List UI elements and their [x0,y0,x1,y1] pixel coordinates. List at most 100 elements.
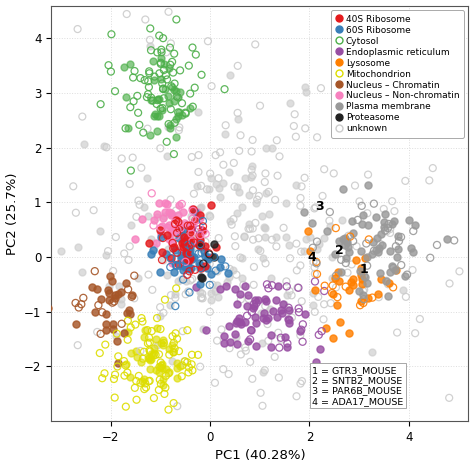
Point [172,207,180,214]
Point [293,393,301,400]
Point [272,297,280,304]
Point [173,285,180,292]
Point [257,309,264,317]
Point [211,287,219,294]
Point [202,327,210,334]
Point [388,263,396,270]
Point [345,243,352,250]
Point [403,271,411,278]
Point [301,310,309,318]
Point [263,281,271,288]
Point [27,438,35,445]
Point [254,196,261,204]
Point [171,233,178,240]
Point [193,209,201,216]
Point [242,283,249,290]
Point [153,213,160,221]
Point [363,240,370,247]
Point [171,246,179,253]
Point [171,243,178,251]
Point [161,296,169,303]
Point [226,344,233,352]
Point [312,258,320,266]
Point [142,16,149,23]
Point [361,272,368,280]
Point [156,145,164,152]
Point [358,220,365,228]
Point [233,340,241,347]
Point [316,345,323,353]
Point [204,256,211,263]
Point [172,302,179,310]
Point [153,324,160,332]
Point [276,153,283,160]
Point [197,241,204,248]
Point [122,362,129,369]
Point [332,272,340,279]
Point [205,249,212,257]
Point [377,275,385,283]
Point [285,307,292,314]
Point [245,295,253,303]
Point [168,254,175,262]
Point [388,220,396,227]
Point [253,300,260,307]
Point [191,216,199,224]
Point [273,137,281,144]
Point [292,133,300,140]
Point [296,328,304,335]
Point [232,320,240,327]
Point [264,210,272,217]
Point [136,121,143,129]
Point [358,202,365,210]
Point [140,348,148,356]
Point [138,216,146,223]
Point [267,343,275,351]
Point [245,337,252,344]
Point [231,183,238,190]
Point [114,338,121,345]
Point [183,263,191,271]
Point [237,351,245,358]
Point [175,234,183,241]
Point [343,254,350,262]
Point [174,93,182,101]
Point [239,281,247,289]
Point [323,227,331,234]
Point [127,167,135,174]
Point [139,355,147,362]
Point [156,363,164,371]
Point [359,211,367,219]
Point [252,343,259,350]
Point [172,262,180,269]
Point [182,249,190,256]
Point [180,234,188,241]
Point [127,349,134,357]
Point [139,129,147,136]
Point [277,306,285,314]
Point [194,108,202,116]
Point [294,284,301,291]
Point [189,103,197,110]
Point [247,174,255,181]
Point [320,300,328,308]
Point [109,320,117,327]
Point [158,362,165,370]
Point [143,94,151,101]
Point [384,71,392,79]
Point [416,315,424,323]
Point [328,289,336,297]
Point [169,239,176,247]
Point [155,199,163,206]
Point [172,88,180,95]
Point [111,294,119,301]
Point [215,234,222,242]
Point [293,267,301,274]
Point [356,267,364,274]
Point [298,377,306,385]
Point [168,58,176,66]
Point [164,124,172,131]
Point [229,266,237,273]
Point [283,283,291,290]
Point [330,170,337,177]
